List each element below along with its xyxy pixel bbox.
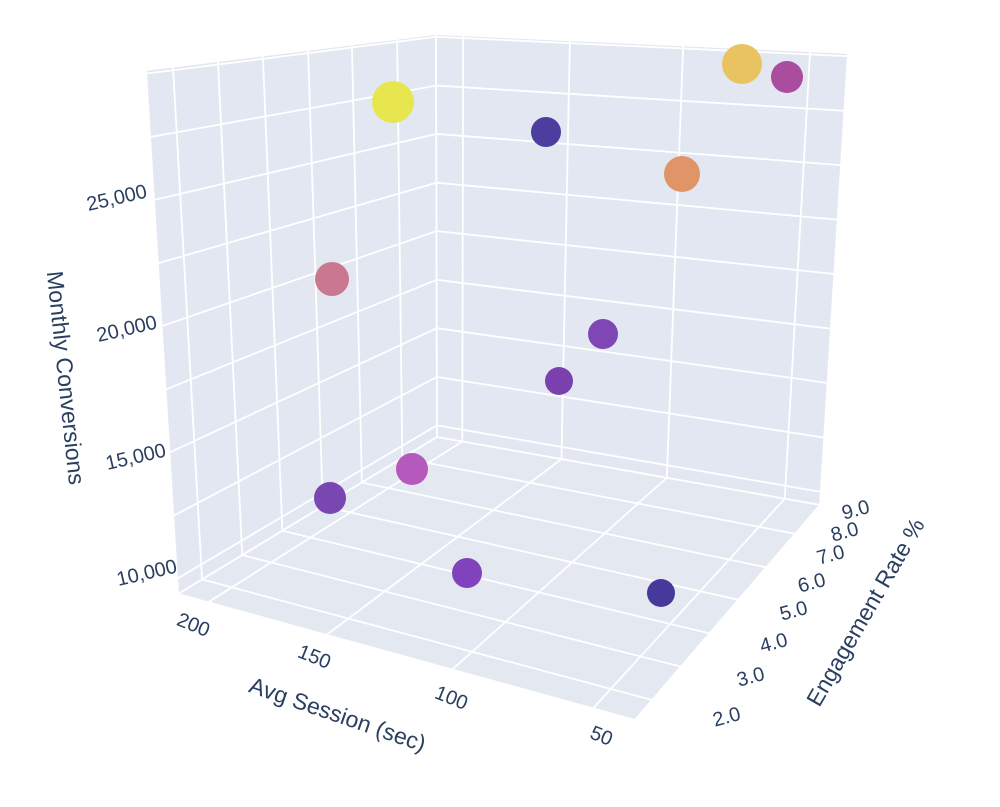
y-tick-label: 6.0 [796, 569, 829, 597]
gridline [451, 476, 668, 671]
x-tick-label: 50 [587, 722, 616, 751]
data-point-9[interactable] [396, 453, 428, 485]
z-tick-label: 10,000 [115, 556, 180, 591]
gridline [435, 133, 842, 166]
gridline [160, 230, 438, 328]
data-point-2[interactable] [545, 367, 573, 395]
gridline [145, 35, 437, 75]
gridline [435, 376, 826, 439]
x-tick-label: 150 [295, 641, 334, 674]
gridline [401, 457, 797, 535]
gridline [360, 481, 768, 569]
data-point-5[interactable] [722, 44, 762, 84]
gridline [241, 554, 682, 668]
gridline [435, 327, 829, 384]
x-tick-label: 100 [432, 682, 471, 715]
gridline [436, 424, 822, 493]
gridline [665, 44, 685, 479]
gridline [435, 230, 836, 275]
z-tick-label: 15,000 [104, 440, 169, 475]
z-axis-title: Monthly Conversions [42, 270, 90, 486]
y-tick-label: 5.0 [778, 597, 811, 625]
x-axis-title: Avg Session (sec) [246, 672, 429, 757]
gridline [164, 278, 438, 391]
data-point-8[interactable] [314, 482, 346, 514]
gridline [435, 278, 832, 330]
gridline [156, 181, 438, 265]
gridline [435, 181, 839, 221]
gridline [325, 458, 563, 636]
gridline [592, 497, 786, 710]
gridline [350, 43, 363, 484]
gridline [435, 84, 846, 112]
y-tick-label: 4.0 [758, 629, 791, 657]
data-point-0[interactable] [531, 117, 561, 147]
data-point-11[interactable] [372, 81, 414, 123]
data-point-7[interactable] [315, 262, 349, 296]
gridline [435, 35, 849, 58]
data-point-1[interactable] [588, 319, 618, 349]
y-tick-label: 9.0 [840, 496, 873, 524]
gridline [176, 424, 438, 580]
data-point-4[interactable] [771, 61, 803, 93]
gridline [783, 50, 811, 500]
data-point-6[interactable] [664, 156, 700, 192]
gridline [168, 327, 438, 454]
gridline [153, 133, 438, 201]
gridline [201, 578, 654, 701]
y-tick-label: 2.0 [711, 703, 744, 731]
gridline [217, 60, 244, 556]
gridline [172, 65, 203, 581]
z-tick-label: 25,000 [85, 181, 150, 216]
data-point-10[interactable] [452, 558, 482, 588]
gridline [461, 34, 465, 443]
gridline [261, 54, 284, 532]
y-axis-title: Engagement Rate % [801, 514, 930, 711]
gridline [172, 376, 438, 517]
x-tick-label: 200 [174, 609, 213, 642]
data-point-3[interactable] [647, 579, 675, 607]
y-tick-label: 7.0 [815, 541, 848, 569]
y-tick-label: 3.0 [735, 663, 768, 691]
gridline [281, 529, 711, 635]
z-tick-label: 20,000 [95, 312, 160, 347]
